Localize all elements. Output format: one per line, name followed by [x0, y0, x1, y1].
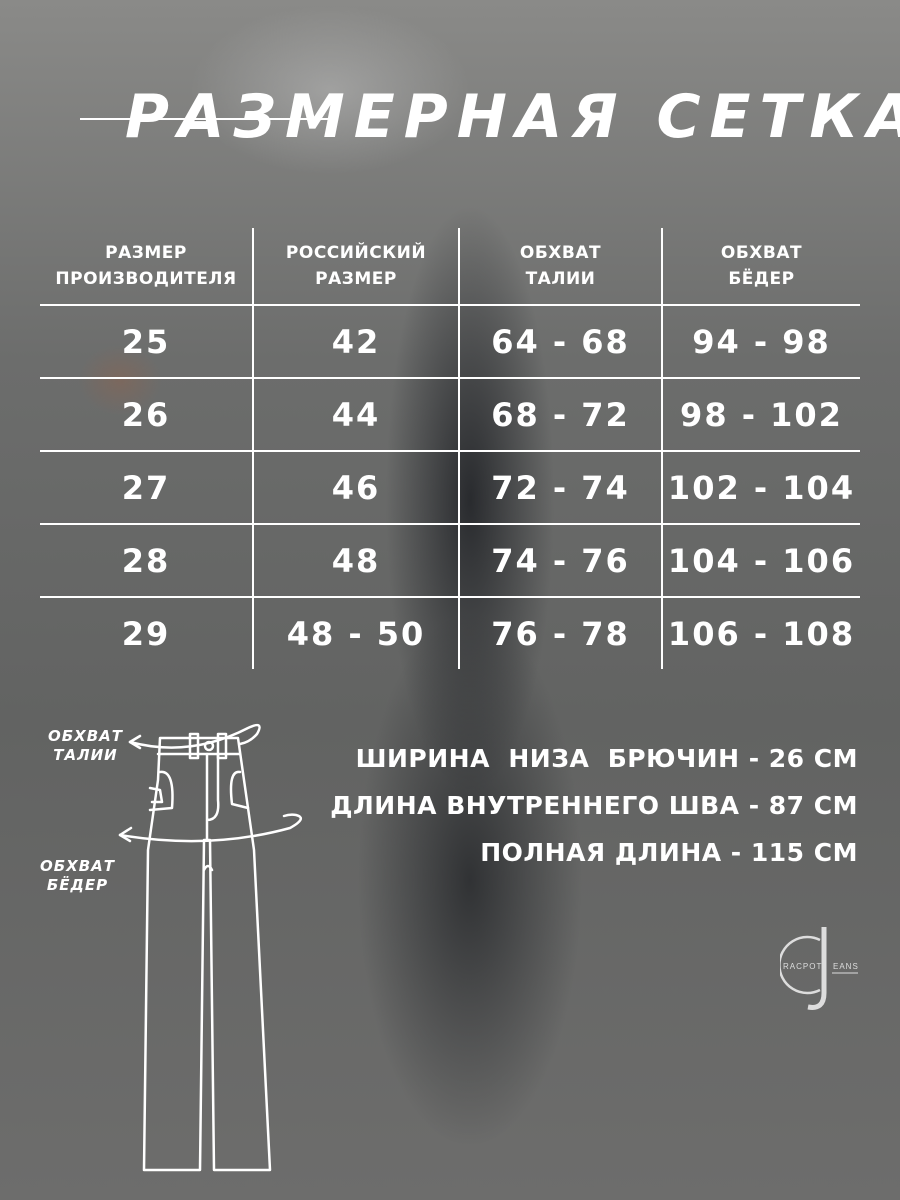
logo-left-text: RACPOT: [783, 962, 822, 971]
table-row: 28 48 74 - 76 104 - 106: [40, 524, 860, 598]
cell-manufacturer-size: 26: [40, 378, 253, 452]
cell-russian-size: 48: [252, 524, 459, 598]
hips-label: ОБХВАТ БЁДЕР: [40, 857, 115, 895]
cell-manufacturer-size: 27: [40, 451, 253, 525]
title-line: [80, 118, 330, 120]
measurement-inseam: ДЛИНА ВНУТРЕННЕГО ШВА - 87 СМ: [330, 791, 858, 820]
jeans-diagram-icon: [118, 723, 303, 1172]
cell-waist: 76 - 78: [458, 597, 662, 669]
page-title: РАЗМЕРНАЯ СЕТКА: [125, 82, 900, 152]
label-line: БЁДЕР: [46, 876, 109, 894]
header-waist: ОБХВАТ ТАЛИИ: [458, 228, 662, 306]
cell-russian-size: 44: [252, 378, 459, 452]
cell-russian-size: 42: [252, 305, 459, 379]
brand-logo: RACPOT EANS: [780, 927, 859, 1010]
header-line: РАЗМЕР: [315, 269, 397, 289]
cell-hips: 106 - 108: [661, 597, 860, 669]
label-line: ОБХВАТ: [40, 857, 116, 875]
cell-waist: 64 - 68: [458, 305, 662, 379]
header-russian-size: РОССИЙСКИЙ РАЗМЕР: [252, 228, 459, 306]
cell-russian-size: 48 - 50: [252, 597, 459, 669]
header-line: ОБХВАТ: [720, 243, 803, 263]
table-row: 26 44 68 - 72 98 - 102: [40, 378, 860, 452]
cell-hips: 94 - 98: [661, 305, 860, 379]
cell-manufacturer-size: 29: [121, 614, 171, 653]
logo-right-text: EANS: [833, 962, 859, 971]
header-hips: ОБХВАТ БЁДЕР: [661, 228, 860, 306]
header-line: ОБХВАТ: [519, 243, 602, 263]
measurement-hem-width: ШИРИНА НИЗА БРЮЧИН - 26 СМ: [355, 744, 858, 773]
header-line: БЁДЕР: [728, 269, 795, 289]
header-line: ТАЛИИ: [525, 269, 596, 289]
header-manufacturer-size: РАЗМЕР ПРОИЗВОДИТЕЛЯ: [40, 228, 253, 306]
cell-waist: 68 - 72: [458, 378, 662, 452]
header-line: РАЗМЕР: [105, 243, 187, 263]
cell-russian-size: 46: [252, 451, 459, 525]
label-line: ОБХВАТ: [48, 727, 124, 745]
header-line: ПРОИЗВОДИТЕЛЯ: [55, 269, 237, 289]
cell-hips: 102 - 104: [661, 451, 860, 525]
cell-manufacturer-size: 25: [40, 305, 253, 379]
waist-label: ОБХВАТ ТАЛИИ: [48, 727, 123, 765]
cell-hips: 104 - 106: [661, 524, 860, 598]
header-line: РОССИЙСКИЙ: [285, 243, 427, 263]
table-row: 25 42 64 - 68 94 - 98: [40, 305, 860, 379]
measurements: ШИРИНА НИЗА БРЮЧИН - 26 СМ ДЛИНА ВНУТРЕН…: [330, 735, 858, 876]
table-row: 29 48 - 50 76 - 78 106 - 108: [40, 597, 860, 669]
label-line: ТАЛИИ: [53, 746, 118, 764]
cell-waist: 72 - 74: [458, 451, 662, 525]
cell-waist: 74 - 76: [458, 524, 662, 598]
table-row: 27 46 72 - 74 102 - 104: [40, 451, 860, 525]
cell-hips: 98 - 102: [661, 378, 860, 452]
size-table: РАЗМЕР ПРОИЗВОДИТЕЛЯ РОССИЙСКИЙ РАЗМЕР ОБХ…: [40, 228, 860, 669]
measurement-full-length: ПОЛНАЯ ДЛИНА - 115 СМ: [480, 838, 858, 867]
table-header-row: РАЗМЕР ПРОИЗВОДИТЕЛЯ РОССИЙСКИЙ РАЗМЕР ОБХ…: [40, 228, 860, 306]
cell-manufacturer-size: 28: [40, 524, 253, 598]
